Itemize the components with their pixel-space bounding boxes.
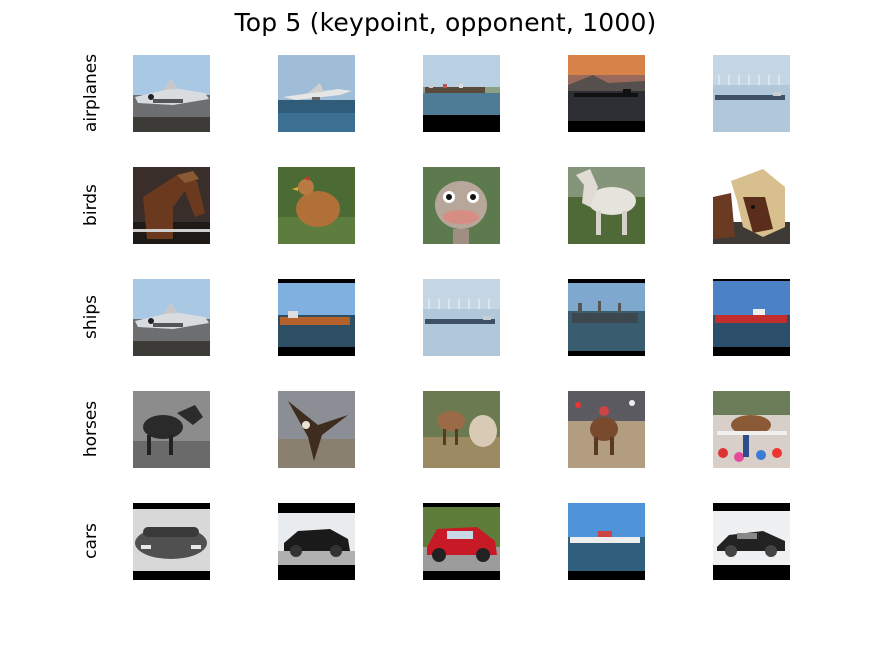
thumb-airplanes-1	[133, 55, 210, 132]
thumb-horses-4	[568, 391, 645, 468]
thumb-airplanes-2	[278, 55, 355, 132]
thumb-horses-2	[278, 391, 355, 468]
thumb-cars-2	[278, 503, 355, 580]
thumb-horses-3	[423, 391, 500, 468]
thumb-ships-4	[568, 279, 645, 356]
thumb-birds-2	[278, 167, 355, 244]
thumb-cars-4	[568, 503, 645, 580]
row-label-horses: horses	[81, 400, 101, 458]
thumb-ships-3	[423, 279, 500, 356]
thumb-birds-3	[423, 167, 500, 244]
thumb-ships-1	[133, 279, 210, 356]
thumb-cars-3	[423, 503, 500, 580]
thumb-birds-5	[713, 167, 790, 244]
thumb-cars-5	[713, 503, 790, 580]
thumb-cars-1	[133, 503, 210, 580]
thumb-horses-5	[713, 391, 790, 468]
figure-title: Top 5 (keypoint, opponent, 1000)	[234, 8, 657, 37]
row-label-birds: birds	[81, 184, 101, 226]
row-label-airplanes: airplanes	[81, 53, 101, 133]
thumb-airplanes-3	[423, 55, 500, 132]
thumb-birds-1	[133, 167, 210, 244]
row-label-ships: ships	[81, 295, 101, 340]
thumb-birds-4	[568, 167, 645, 244]
thumb-ships-5	[713, 279, 790, 356]
thumb-airplanes-5	[713, 55, 790, 132]
row-label-cars: cars	[81, 523, 101, 559]
thumb-ships-2	[278, 279, 355, 356]
thumb-airplanes-4	[568, 55, 645, 132]
thumb-horses-1	[133, 391, 210, 468]
